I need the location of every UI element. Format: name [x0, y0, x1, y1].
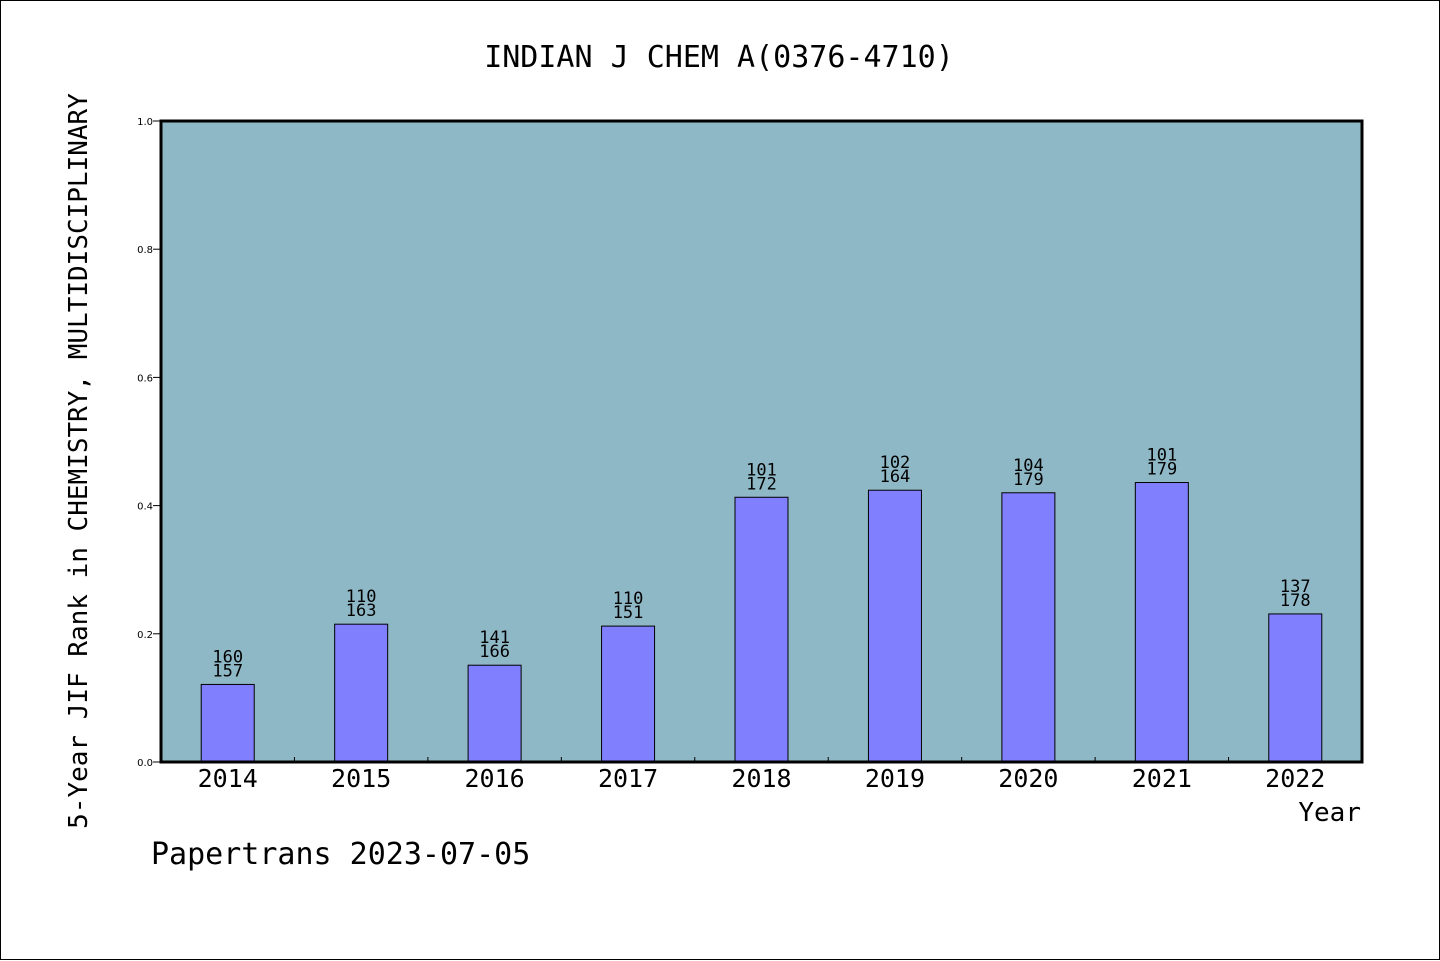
- data-label-bottom: 179: [1013, 470, 1044, 490]
- bar-2022: [1268, 613, 1323, 763]
- x-tick-label: 2016: [465, 764, 525, 793]
- x-tick-label: 2020: [998, 764, 1058, 793]
- x-tick-label: 2021: [1132, 764, 1192, 793]
- bar-series: [200, 482, 1323, 763]
- x-tick-label: 2019: [865, 764, 925, 793]
- bar-2017: [601, 625, 656, 763]
- x-tick-label: 2022: [1265, 764, 1325, 793]
- bar-2018: [734, 496, 789, 763]
- y-tick-label: 0.2: [137, 630, 153, 641]
- data-labels: 1601571101631411661101511011721021641041…: [212, 446, 1310, 682]
- y-tick-label: 0.4: [137, 502, 153, 513]
- data-label-top: 102: [880, 453, 911, 473]
- x-axis-label: Year: [1298, 798, 1361, 828]
- data-label-top: 104: [1013, 456, 1044, 476]
- data-label-top: 101: [746, 460, 777, 480]
- data-label-top: 101: [1146, 446, 1177, 466]
- x-tick-label: 2015: [331, 764, 391, 793]
- bar-2014: [200, 683, 255, 763]
- data-label-bottom: 151: [613, 603, 644, 623]
- data-label-top: 141: [479, 628, 510, 648]
- data-label-bottom: 166: [479, 642, 510, 662]
- data-label-top: 160: [212, 647, 243, 667]
- y-tick-label: 0.8: [137, 245, 153, 256]
- y-tick-label: 0.0: [137, 758, 153, 769]
- data-label-bottom: 179: [1146, 460, 1177, 480]
- data-label-bottom: 164: [880, 467, 911, 487]
- data-label-top: 137: [1280, 577, 1311, 597]
- chart-title: INDIAN J CHEM A(0376-4710): [484, 40, 954, 75]
- y-axis-label: 5-Year JIF Rank in CHEMISTRY, MULTIDISCI…: [64, 93, 94, 829]
- x-tick-label: 2018: [731, 764, 791, 793]
- x-tick-label: 2017: [598, 764, 658, 793]
- data-label-bottom: 178: [1280, 591, 1311, 611]
- bar-2021: [1134, 482, 1189, 763]
- bar-2020: [1001, 492, 1056, 763]
- data-label-bottom: 157: [212, 661, 243, 681]
- data-label-top: 110: [613, 589, 644, 609]
- bar-2019: [867, 489, 922, 763]
- data-label-top: 110: [346, 587, 377, 607]
- bar-2015: [334, 623, 389, 763]
- data-label-bottom: 172: [746, 474, 777, 494]
- x-axis: 2014 2015 2016 2017 2018 2019 2020 2021 2022: [198, 757, 1325, 793]
- x-tick-label: 2014: [198, 764, 258, 793]
- footer-credit: Papertrans 2023-07-05: [151, 837, 530, 872]
- y-tick-label: 1.0: [137, 117, 153, 128]
- bar-2016: [467, 664, 522, 763]
- plot-border: [159, 119, 1364, 764]
- y-tick-label: 0.6: [137, 373, 153, 384]
- data-label-bottom: 163: [346, 601, 377, 621]
- y-axis: 0.0 0.2 0.4 0.6 0.8 1.0: [137, 117, 161, 769]
